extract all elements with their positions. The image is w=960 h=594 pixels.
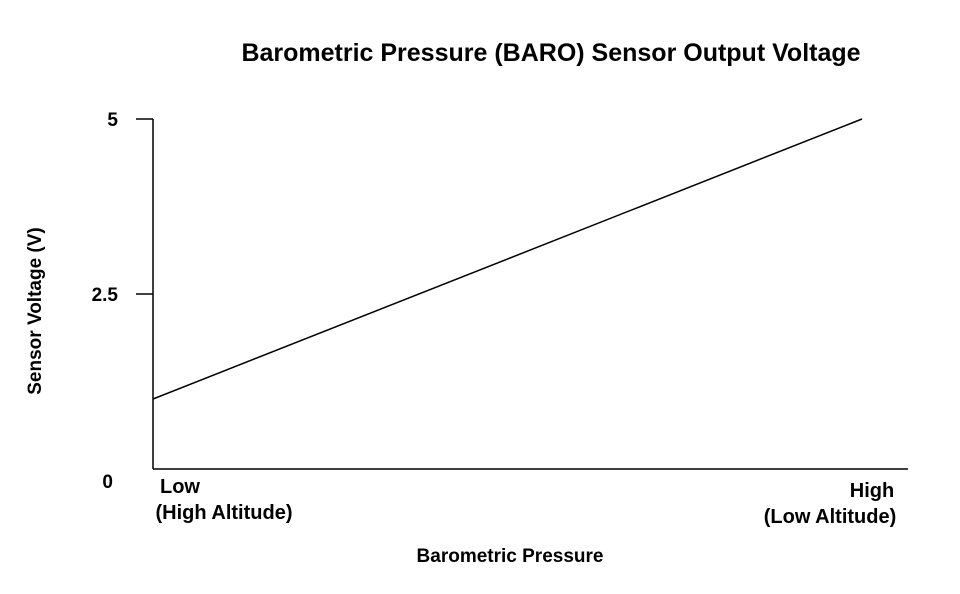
y-tick-label-1: 2.5 <box>92 285 119 306</box>
x-axis-label: Barometric Pressure <box>417 546 604 567</box>
x-category-low-line1: Low <box>160 476 200 498</box>
y-tick-labels: 02.55 <box>92 110 119 493</box>
y-tick-label-2: 5 <box>107 110 118 131</box>
x-category-low-line2: (High Altitude) <box>155 502 292 524</box>
x-category-high-line1: High <box>850 480 894 502</box>
y-axis-label: Sensor Voltage (V) <box>25 227 46 395</box>
y-tick-marks <box>136 118 153 295</box>
series-line <box>152 118 863 400</box>
x-category-high-line2: (Low Altitude) <box>764 506 897 528</box>
y-tick-label-0: 0 <box>102 472 113 493</box>
chart-title: Barometric Pressure (BARO) Sensor Output… <box>241 39 860 67</box>
